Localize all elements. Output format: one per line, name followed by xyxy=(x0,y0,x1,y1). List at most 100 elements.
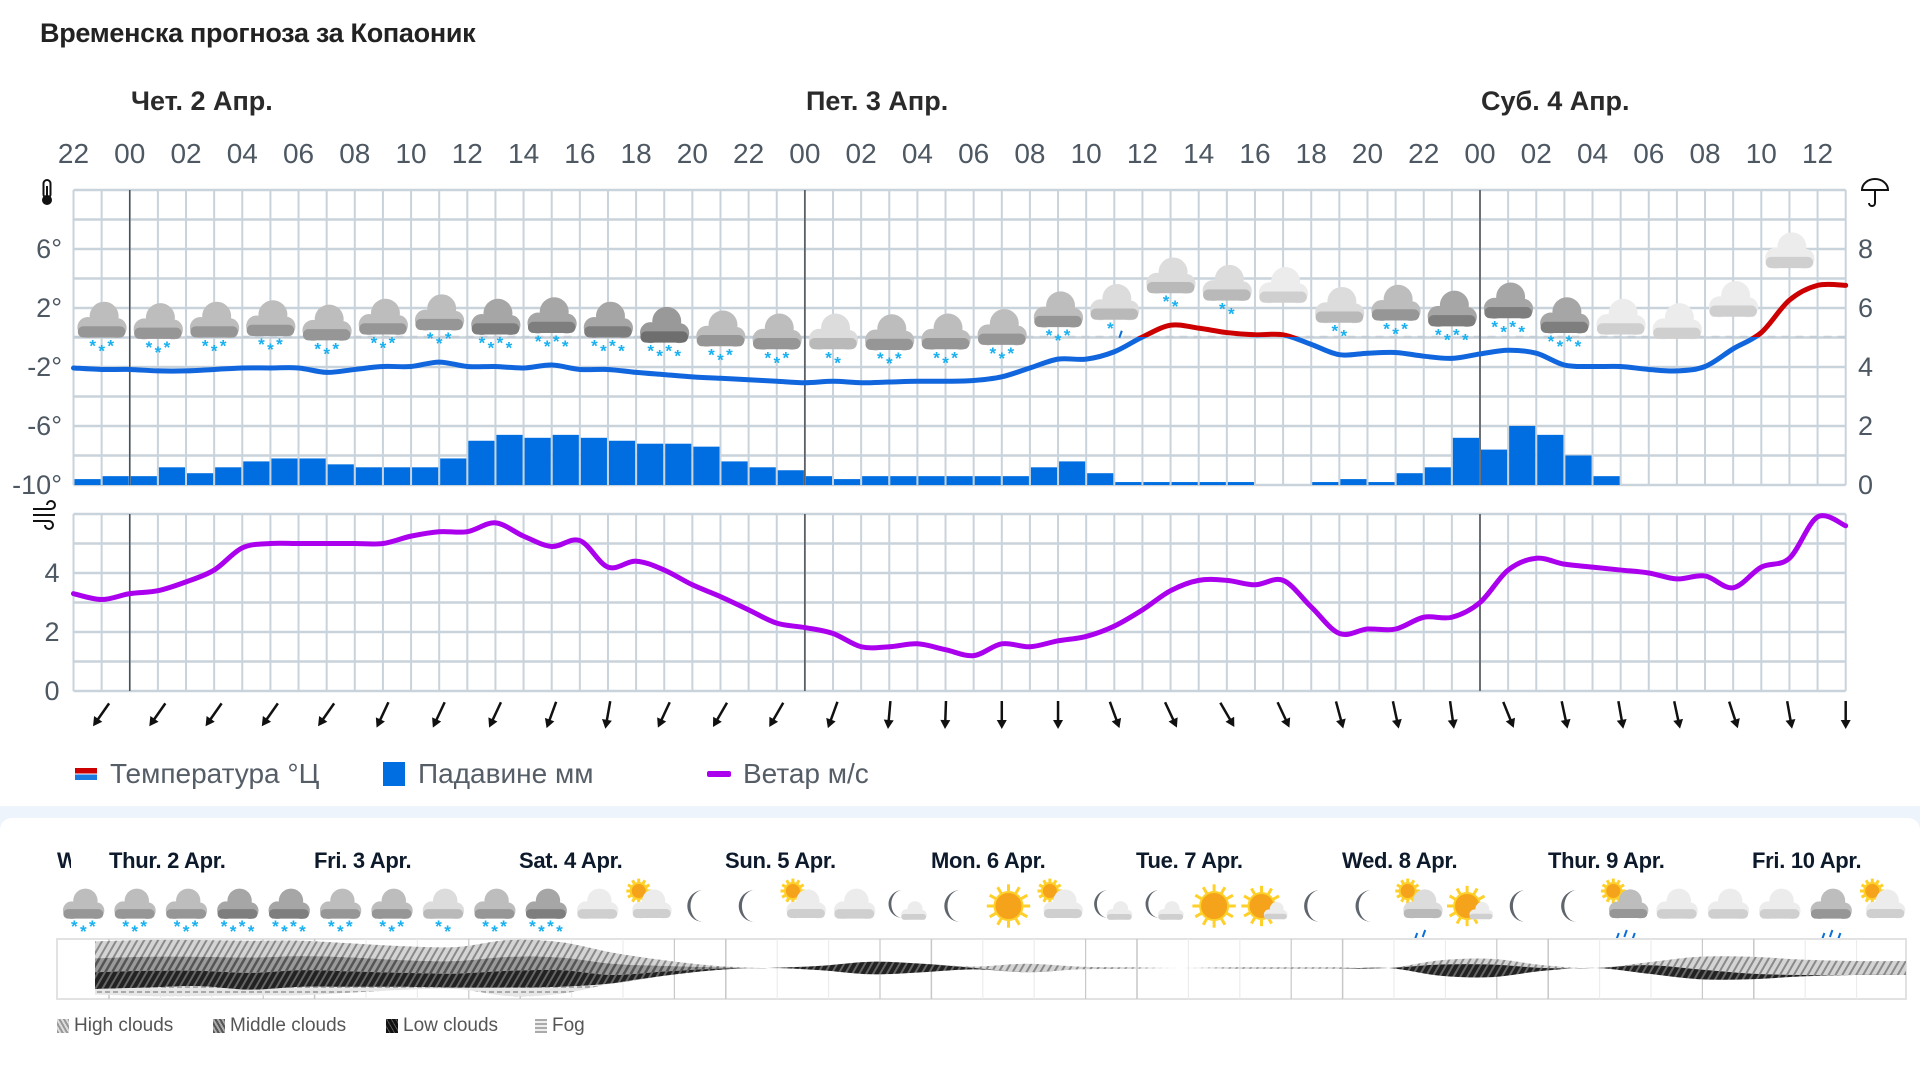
precipitation-bar xyxy=(1087,473,1114,485)
wind-direction-arrow-icon xyxy=(769,702,785,727)
arrow-head xyxy=(1505,717,1516,728)
snowflake-icon: * xyxy=(609,336,616,355)
cloud-part xyxy=(753,338,801,350)
arrow-shaft xyxy=(828,701,839,723)
cloud-part xyxy=(865,338,914,350)
precipitation-bar xyxy=(834,479,861,485)
hour-label: 06 xyxy=(1633,138,1664,169)
arrow-head xyxy=(1111,717,1122,729)
cloud-icon xyxy=(77,301,127,338)
arrow-shaft xyxy=(320,702,336,723)
cloud-part xyxy=(1146,281,1195,294)
outlook-day: Tue. 7 Apr. xyxy=(1136,848,1243,873)
weather-icon: * * * xyxy=(246,300,296,359)
snowflake-icon: * xyxy=(146,338,153,357)
precipitation-bar xyxy=(496,434,523,485)
snowflake-icon: * xyxy=(389,334,396,353)
cloud-part xyxy=(1203,289,1251,301)
arrow-shaft xyxy=(434,701,446,723)
legend-precipitation-label: Падавине мм xyxy=(418,758,594,789)
precipitation-bar xyxy=(1509,426,1536,485)
legend-temperature: Температура °Ц xyxy=(75,758,319,790)
weather-icon: * * * xyxy=(921,313,971,372)
cloud-part xyxy=(359,323,407,335)
wind-swatch-icon xyxy=(707,771,731,777)
snowflake-icon: * xyxy=(497,334,504,353)
weather-icon: * * * xyxy=(977,309,1027,368)
arrow-shaft xyxy=(605,700,612,724)
snowflake-icon: * xyxy=(211,341,218,360)
precipitation-bar xyxy=(1340,479,1367,485)
precipitation-bar xyxy=(580,437,607,485)
wind-icon xyxy=(33,500,56,530)
wind-direction-arrow-icon xyxy=(1560,701,1571,729)
arrow-head xyxy=(940,719,951,729)
hour-label: 20 xyxy=(677,138,708,169)
precipitation-bar xyxy=(102,476,129,485)
arrow-shaft xyxy=(1334,701,1343,724)
arrow-shaft xyxy=(1448,700,1455,724)
weather-icon xyxy=(1652,303,1702,340)
snowflake-icon: * xyxy=(544,337,551,356)
precipitation-axis-label: 2 xyxy=(1858,411,1873,441)
snowflake-icon: * xyxy=(1444,330,1451,349)
outlook-day: Thur. 2 Apr. xyxy=(109,848,226,873)
precipitation-bar xyxy=(1537,434,1564,485)
hour-label: 16 xyxy=(564,138,595,169)
precipitation-bar xyxy=(749,467,776,485)
hour-label: 14 xyxy=(508,138,539,169)
wind-direction-arrow-icon xyxy=(996,701,1007,729)
precipitation-bar xyxy=(1199,482,1226,485)
snowflake-icon: * xyxy=(998,349,1005,368)
wind-direction-arrow-icon xyxy=(1785,700,1796,729)
wind-direction-arrow-icon xyxy=(940,700,951,729)
cloud-part xyxy=(1371,309,1420,321)
hour-label: 08 xyxy=(1689,138,1720,169)
snowflake-icon: * xyxy=(479,334,486,353)
weather-icon: * * * * xyxy=(639,306,690,366)
snowflake-icon: * xyxy=(1566,332,1573,351)
snowflake-icon: * xyxy=(1509,317,1516,336)
snowflake-icon: * xyxy=(942,353,949,372)
arrow-shaft xyxy=(1785,700,1793,724)
wind-direction-arrow-icon xyxy=(205,702,223,727)
snowflake-icon: * xyxy=(1046,326,1053,345)
precipitation-bar xyxy=(158,467,186,485)
arrow-shaft xyxy=(659,701,671,723)
cloud-part xyxy=(1484,307,1532,319)
snowflake-icon: * xyxy=(1557,337,1564,356)
snowflake-icon: * xyxy=(1548,332,1555,351)
arrow-head xyxy=(149,716,159,727)
snowflake-icon: * xyxy=(562,337,569,356)
arrow-head xyxy=(432,717,442,728)
legend-middle-clouds-label: Middle clouds xyxy=(230,1015,347,1036)
cloud-icon xyxy=(189,301,240,338)
precipitation-bar xyxy=(608,440,636,485)
weather-icon: * * xyxy=(1146,257,1196,316)
precipitation-bar xyxy=(1424,467,1451,485)
precipitation-bar xyxy=(355,467,382,485)
snowflake-icon: * xyxy=(1435,325,1442,344)
snowflake-icon: * xyxy=(1491,317,1498,336)
wind-direction-arrow-icon xyxy=(1672,701,1684,729)
snowflake-icon: * xyxy=(1163,292,1170,311)
precipitation-bar xyxy=(1452,437,1479,485)
snowflake-icon: * xyxy=(591,336,598,355)
cloud-icon xyxy=(1033,291,1084,328)
umbrella-icon xyxy=(1860,178,1890,207)
precipitation-bar xyxy=(440,458,467,485)
arrow-shaft xyxy=(943,700,948,724)
precipitation-bar xyxy=(1227,482,1254,485)
arrow-head xyxy=(1168,717,1178,728)
precipitation-bar xyxy=(1143,482,1170,485)
snowflake-icon: * xyxy=(314,339,321,358)
cloud-icon xyxy=(1146,257,1196,294)
hour-label: 18 xyxy=(1296,138,1327,169)
snowflake-icon: * xyxy=(708,345,715,364)
snowflake-icon: * xyxy=(427,329,434,348)
snowflake-icon: * xyxy=(535,332,542,351)
cloud-icon xyxy=(1427,290,1477,327)
precipitation-bar xyxy=(1030,467,1058,485)
cloud-part xyxy=(1653,327,1701,339)
hour-label: 02 xyxy=(1521,138,1552,169)
